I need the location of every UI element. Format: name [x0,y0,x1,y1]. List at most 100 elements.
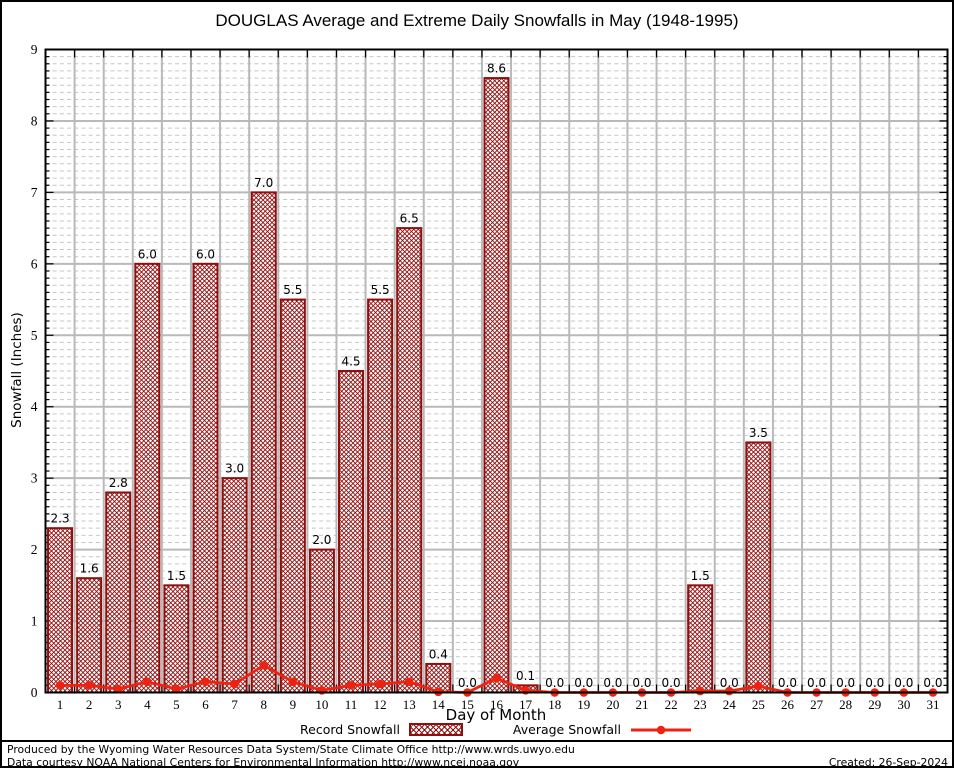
svg-text:30: 30 [897,697,910,712]
svg-text:3: 3 [115,697,122,712]
svg-text:5: 5 [31,328,38,343]
record-bar-day-1 [47,527,74,694]
svg-text:5.5: 5.5 [371,283,390,297]
svg-text:10: 10 [315,697,328,712]
svg-text:7: 7 [31,185,38,200]
average-point-day-8 [259,661,269,670]
svg-text:9: 9 [31,42,38,57]
chart-title: DOUGLAS Average and Extreme Daily Snowfa… [215,11,739,30]
svg-text:4: 4 [31,399,38,414]
svg-text:2.3: 2.3 [51,512,70,526]
average-point-day-16 [492,673,501,683]
footer-created-date: Created: 26-Sep-2024 [828,756,948,768]
record-bar-day-13 [396,227,423,694]
svg-text:6.5: 6.5 [400,212,419,226]
legend-average-label: Average Snowfall [512,722,621,737]
svg-text:23: 23 [694,697,707,712]
average-point-day-11 [346,681,356,690]
chart-legend: Record Snowfall Average Snowfall [45,721,947,738]
svg-text:0.0: 0.0 [778,676,797,690]
average-point-day-2 [84,681,94,690]
svg-text:0.0: 0.0 [720,676,739,690]
svg-text:8.6: 8.6 [487,62,506,76]
average-snowfall-marker-icon [630,725,691,734]
svg-text:7.0: 7.0 [254,176,273,190]
average-point-day-25 [754,681,763,691]
svg-text:0.0: 0.0 [662,676,681,690]
svg-text:24: 24 [723,697,737,712]
average-point-day-1 [55,681,65,690]
record-bar-day-8 [250,191,277,694]
record-bar-day-5 [163,584,190,694]
svg-text:0.0: 0.0 [894,676,913,690]
svg-text:8: 8 [31,113,38,128]
svg-text:25: 25 [752,697,765,712]
y-tick-labels: 0 1 2 3 4 5 6 7 8 9 [31,42,38,700]
svg-text:28: 28 [839,697,852,712]
svg-text:11: 11 [345,697,358,712]
svg-text:19: 19 [577,697,590,712]
svg-text:0.1: 0.1 [516,669,535,683]
svg-text:16: 16 [490,697,504,712]
svg-text:1.6: 1.6 [80,562,99,576]
svg-text:2: 2 [86,697,93,712]
svg-text:0.0: 0.0 [632,676,651,690]
average-point-day-23 [695,686,705,696]
svg-text:20: 20 [606,697,619,712]
svg-text:26: 26 [781,697,795,712]
svg-text:1.5: 1.5 [691,569,710,583]
svg-text:5: 5 [173,697,180,712]
svg-text:7: 7 [231,697,238,712]
record-bar-day-11 [338,370,365,694]
svg-text:14: 14 [432,697,446,712]
svg-text:6: 6 [202,697,209,712]
svg-text:1.5: 1.5 [167,569,186,583]
record-bar-day-9 [279,298,306,694]
record-bar-day-2 [76,577,103,694]
svg-text:4: 4 [144,697,151,712]
record-bar-day-4 [134,262,161,694]
record-bar-day-12 [367,298,394,694]
average-point-day-5 [172,684,181,694]
svg-text:21: 21 [635,697,648,712]
svg-text:31: 31 [926,697,939,712]
footer: Produced by the Wyoming Water Resources … [2,740,952,768]
average-point-day-6 [201,677,210,687]
svg-text:0.0: 0.0 [923,676,942,690]
svg-text:6.0: 6.0 [196,247,215,261]
svg-text:29: 29 [868,697,881,712]
x-tick-labels: 1 2 3 4 5 6 7 8 9 10 11 12 13 14 15 16 17 18 19 20 21 22 23 24 2… [57,697,940,712]
svg-text:0.0: 0.0 [807,676,826,690]
svg-text:6.0: 6.0 [138,247,157,261]
svg-text:0.0: 0.0 [836,676,855,690]
average-point-day-3 [113,684,123,694]
svg-text:0.4: 0.4 [429,647,448,661]
svg-text:1: 1 [31,614,38,629]
legend-record-label: Record Snowfall [300,722,400,737]
svg-text:4.5: 4.5 [341,355,360,369]
svg-text:15: 15 [461,697,474,712]
svg-text:2: 2 [31,542,38,557]
y-axis-label: Snowfall (Inches) [9,312,25,428]
record-bar-day-10 [308,548,335,694]
footer-produced-by: Produced by the Wyoming Water Resources … [7,743,575,756]
bar-value-labels: 2.3 1.6 2.8 6.0 1.5 6.0 3.0 7.0 5.5 2.0 4.5 5.5 6.5 0… [51,62,943,690]
chart-canvas: 2.3 1.6 2.8 6.0 1.5 6.0 3.0 7.0 5.5 2.0 4.5 5.5 6.5 0… [31,42,949,712]
svg-text:9: 9 [290,697,297,712]
average-point-day-7 [230,679,239,689]
svg-text:0.0: 0.0 [603,676,622,690]
svg-text:3.0: 3.0 [225,462,244,476]
average-point-day-4 [143,677,152,687]
svg-text:0: 0 [31,685,38,700]
record-bar-day-25 [745,441,772,694]
svg-text:27: 27 [810,697,824,712]
svg-text:3.5: 3.5 [749,426,768,440]
svg-text:13: 13 [403,697,416,712]
svg-text:0.0: 0.0 [545,676,564,690]
legend-item-record: Record Snowfall [300,722,463,737]
footer-data-courtesy: Data courtesy NOAA National Centers for … [7,756,520,768]
svg-text:6: 6 [31,256,38,271]
svg-text:8: 8 [260,697,267,712]
record-snowfall-swatch-icon [408,723,463,736]
